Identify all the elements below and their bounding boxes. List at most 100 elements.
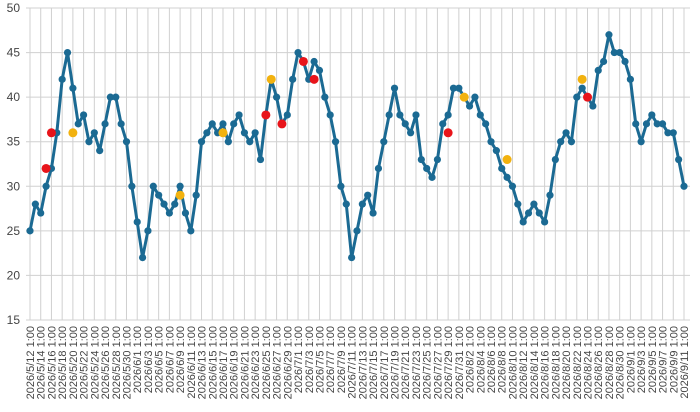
point (626, 75, 634, 83)
x-tick-label: 2026/7/7 1:00 (325, 326, 337, 393)
point (277, 119, 287, 129)
point (230, 120, 238, 128)
point (551, 155, 559, 164)
point (364, 191, 372, 199)
y-tick-label: 15 (7, 313, 21, 327)
point (439, 120, 447, 128)
y-tick-label: 30 (7, 179, 21, 193)
point (298, 56, 308, 66)
point (117, 120, 125, 128)
point (412, 111, 420, 119)
point (471, 93, 479, 101)
x-tick-label: 2026/6/27 1:00 (272, 326, 284, 399)
x-tick-label: 2026/5/22 1:00 (79, 326, 91, 399)
x-tick-label: 2026/8/28 1:00 (604, 326, 616, 399)
point (192, 191, 200, 199)
x-tick-label: 2026/7/15 1:00 (368, 326, 380, 399)
x-tick-label: 2026/7/21 1:00 (400, 326, 412, 399)
x-tick-label: 2026/6/9 1:00 (175, 326, 187, 393)
point (138, 254, 147, 262)
point (599, 57, 608, 66)
point (594, 66, 602, 74)
point (224, 138, 232, 146)
x-tick-label: 2026/7/23 1:00 (411, 326, 423, 399)
x-tick-label: 2026/7/17 1:00 (379, 326, 391, 399)
point (675, 155, 683, 164)
x-tick-label: 2026/5/12 1:00 (25, 326, 37, 399)
point (514, 200, 522, 208)
point (605, 31, 613, 39)
x-tick-label: 2026/6/25 1:00 (261, 326, 273, 399)
point (519, 218, 527, 226)
point (621, 57, 629, 66)
point (669, 129, 677, 137)
x-tick-label: 2026/8/24 1:00 (583, 326, 595, 399)
point (358, 200, 366, 208)
point (369, 209, 377, 217)
point (208, 120, 216, 128)
point (63, 48, 72, 57)
x-tick-label: 2026/7/25 1:00 (422, 326, 434, 399)
point (90, 129, 98, 137)
point (449, 84, 458, 92)
point (680, 182, 688, 190)
point (455, 84, 463, 92)
point (503, 173, 511, 181)
x-tick-label: 2026/5/14 1:00 (36, 326, 48, 399)
point (433, 155, 442, 164)
x-tick-label: 2026/9/11 1:00 (679, 326, 691, 399)
x-tick-label: 2026/8/22 1:00 (572, 326, 584, 399)
x-tick-label: 2026/5/28 1:00 (111, 326, 123, 399)
x-tick-label: 2026/6/1 1:00 (132, 326, 144, 393)
point (160, 200, 168, 208)
point (428, 173, 436, 181)
x-tick-label: 2026/8/8 1:00 (497, 326, 509, 393)
x-tick-label: 2026/9/1 1:00 (625, 326, 637, 393)
x-tick-label: 2026/9/3 1:00 (636, 326, 648, 393)
point (171, 200, 179, 208)
point (476, 111, 484, 119)
x-tick-label: 2026/7/5 1:00 (314, 326, 326, 393)
point (578, 84, 586, 92)
point (155, 191, 163, 199)
x-tick-label: 2026/6/23 1:00 (250, 326, 262, 399)
point (396, 111, 404, 119)
point (85, 138, 93, 146)
point (321, 93, 329, 101)
point (637, 138, 645, 146)
point (541, 218, 549, 226)
y-tick-label: 35 (7, 135, 21, 149)
x-tick-label: 2026/8/16 1:00 (540, 326, 552, 399)
point (342, 200, 350, 208)
point (165, 209, 173, 217)
point (289, 75, 297, 83)
point (616, 48, 624, 57)
series (41, 56, 593, 173)
point (524, 209, 533, 217)
point (423, 164, 431, 173)
point (557, 138, 565, 146)
point (309, 74, 319, 84)
x-tick-label: 2026/8/2 1:00 (465, 326, 477, 393)
x-tick-label: 2026/8/18 1:00 (550, 326, 562, 399)
point (187, 227, 195, 235)
point (315, 66, 324, 74)
point (374, 164, 383, 173)
point (535, 209, 543, 217)
point (41, 163, 51, 173)
x-tick-label: 2026/7/13 1:00 (357, 326, 369, 399)
point (272, 93, 281, 101)
point (46, 128, 56, 138)
point (530, 200, 538, 208)
point (176, 182, 184, 190)
x-tick-label: 2026/8/14 1:00 (529, 326, 541, 399)
point (642, 120, 651, 128)
x-tick-label: 2026/7/27 1:00 (432, 326, 444, 399)
x-tick-label: 2026/6/19 1:00 (229, 326, 241, 399)
point (96, 147, 104, 155)
point (380, 138, 388, 146)
point (246, 138, 254, 146)
point (326, 111, 334, 119)
x-tick-label: 2026/8/6 1:00 (486, 326, 498, 393)
point (546, 191, 554, 199)
